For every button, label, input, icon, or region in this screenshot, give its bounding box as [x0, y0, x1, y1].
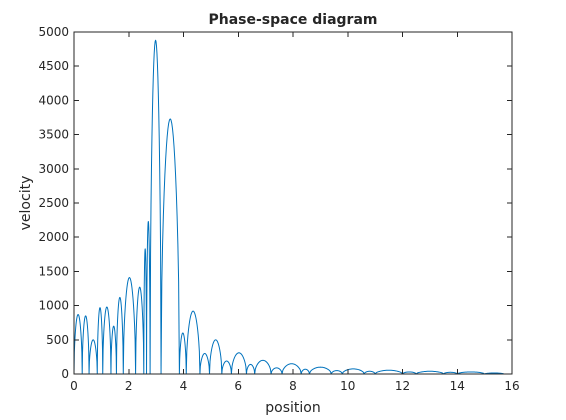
y-tick-label: 3000: [38, 162, 69, 176]
y-tick-label: 500: [46, 333, 69, 347]
y-tick-label: 1000: [38, 299, 69, 313]
x-tick-label: 2: [125, 379, 133, 393]
x-axis-ticks: 0 2 4 6 8 10 12 14 16: [70, 32, 520, 393]
chart-title: Phase-space diagram: [208, 12, 377, 28]
y-tick-label: 1500: [38, 264, 69, 278]
y-axis-ticks: 0 500 1000 1500 2000 2500 3000 3500 4000 4500 5000: [38, 25, 512, 381]
x-tick-label: 4: [180, 379, 188, 393]
x-tick-label: 10: [340, 379, 355, 393]
y-tick-label: 5000: [38, 25, 69, 39]
y-tick-label: 0: [61, 367, 69, 381]
y-axis-label: velocity: [18, 176, 34, 231]
x-tick-label: 0: [70, 379, 78, 393]
y-tick-label: 2500: [38, 196, 69, 210]
x-tick-label: 8: [289, 379, 297, 393]
x-tick-label: 12: [395, 379, 410, 393]
y-tick-label: 3500: [38, 128, 69, 142]
y-tick-label: 4500: [38, 59, 69, 73]
plot-area: [74, 32, 512, 374]
x-tick-label: 14: [450, 379, 465, 393]
y-tick-label: 4000: [38, 93, 69, 107]
y-tick-label: 2000: [38, 230, 69, 244]
x-tick-label: 6: [234, 379, 242, 393]
x-tick-label: 16: [504, 379, 519, 393]
x-axis-label: position: [265, 400, 320, 416]
